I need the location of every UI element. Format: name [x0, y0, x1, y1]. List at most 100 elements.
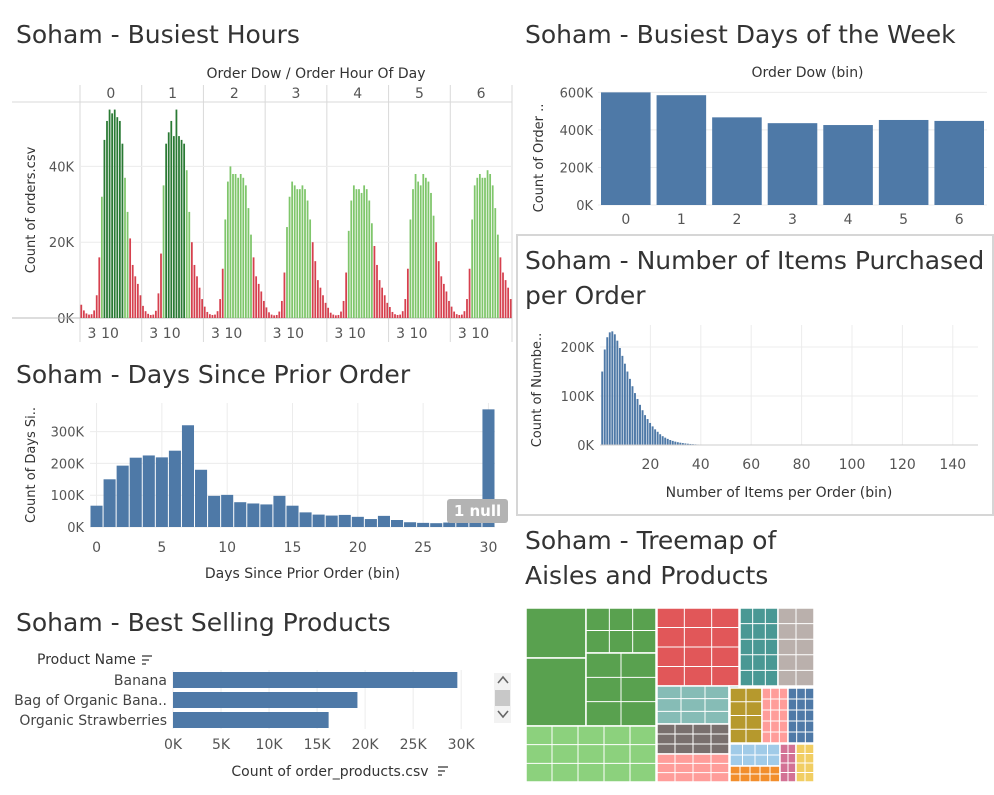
hour-bar [442, 283, 445, 318]
items-bar [628, 378, 631, 445]
hour-bar [337, 314, 340, 318]
x-tick-label: 5 [157, 540, 166, 556]
hour-bar [471, 219, 474, 318]
hour-bar [496, 234, 499, 318]
hour-bar [270, 314, 273, 318]
x-axis-title: Days Since Prior Order (bin) [205, 566, 400, 582]
hour-bar [453, 311, 456, 318]
hour-bar [113, 109, 116, 318]
hour-bar [445, 291, 448, 318]
hour-bar [98, 257, 101, 318]
hour-bar [121, 143, 124, 318]
items-bar [639, 404, 641, 445]
hour-bar [388, 307, 391, 318]
hour-bar [144, 311, 147, 318]
title-items-per-order-line2: per Order [525, 281, 646, 310]
days-bar [129, 457, 142, 527]
x-tick-label: 120 [889, 457, 916, 473]
hour-bar [106, 120, 108, 319]
items-bar [646, 419, 649, 445]
hour-bar [358, 189, 360, 318]
hour-bar [265, 307, 268, 318]
hour-bar [422, 174, 425, 318]
days-bar [90, 505, 103, 527]
hour-bar [394, 314, 396, 318]
aisles-products-treemap[interactable] [526, 608, 814, 782]
y-tick-label: 0K [577, 439, 594, 454]
days-since-prior-chart[interactable]: 0K 100K 200K 300K 0 5 10 15 20 25 30 Days Since Pri… [0, 395, 515, 595]
hour-tick-label: 10 [163, 326, 181, 342]
day-bar [934, 120, 984, 205]
days-bar [404, 522, 417, 527]
product-bar [173, 672, 458, 688]
hour-bar [365, 189, 368, 318]
items-bar [644, 415, 647, 445]
hour-bar [468, 268, 471, 318]
product-bar [173, 712, 329, 728]
x-tick-label: 3 [788, 212, 797, 228]
hour-bar [291, 181, 294, 318]
hour-bar [499, 257, 502, 318]
hour-bar [406, 268, 409, 318]
hour-bar [466, 299, 468, 318]
scroll-up-icon [497, 675, 509, 684]
hour-bar [103, 139, 106, 318]
hour-bar [486, 170, 489, 318]
title-busiest-hours: Soham - Busiest Hours [16, 20, 300, 49]
hour-bar [82, 310, 85, 318]
hour-bar [383, 295, 386, 318]
scroll-down-icon [497, 710, 509, 719]
hour-bar [460, 314, 463, 318]
hour-tick-label: 10 [410, 326, 428, 342]
hour-bar [430, 192, 432, 318]
facet-label: 3 [292, 86, 301, 102]
x-tick-label: 4 [844, 212, 853, 228]
hour-bar [229, 166, 232, 318]
x-tick-label: 80 [793, 457, 811, 473]
x-tick-label: 10 [218, 540, 236, 556]
hour-bar [268, 312, 270, 318]
x-tick-label: 20 [349, 540, 367, 556]
days-bar [221, 494, 234, 527]
items-per-order-chart[interactable]: 0K 100K 200K 20 40 60 80 100 120 140 Number of Ite… [518, 315, 992, 513]
hour-bar [334, 315, 337, 318]
hour-bar [419, 185, 422, 318]
x-tick-label: 10K [256, 737, 284, 753]
hour-bar [273, 315, 276, 318]
x-tick-label: 30K [448, 737, 476, 753]
hour-bar [507, 287, 510, 318]
days-bar [234, 502, 247, 527]
hour-bar [142, 305, 144, 318]
treemap-tile [526, 725, 657, 782]
hour-bar [93, 310, 96, 318]
items-bar [676, 442, 679, 445]
busiest-days-chart[interactable]: Order Dow (bin) 0K 200K 400K 600K Count of Or… [515, 55, 994, 235]
best-selling-chart[interactable]: Product Name 0K 5K 10K 15K 20K 25K 30K Banana Bag… [0, 645, 515, 793]
items-bar [636, 398, 639, 445]
x-tick-label: 60 [742, 457, 760, 473]
days-bar [168, 450, 181, 527]
title-best-selling: Soham - Best Selling Products [16, 608, 391, 637]
busiest-hours-chart[interactable]: Order Dow / Order Hour Of Day 0 1 2 3 4 5 6 0K 20… [0, 55, 515, 345]
hour-tick-label: 3 [334, 326, 343, 342]
hour-bar [342, 300, 345, 318]
hour-bar [188, 211, 191, 318]
hour-bar [175, 109, 178, 318]
hour-bar [180, 139, 183, 318]
treemap-tile [526, 657, 587, 727]
hour-bar [134, 276, 137, 318]
hour-bar [412, 189, 414, 318]
x-tick-label: 15 [284, 540, 302, 556]
selected-sheet-border [516, 234, 994, 516]
hour-bar [129, 238, 132, 318]
hour-bar [404, 299, 407, 318]
hour-bar [381, 287, 384, 318]
hour-bar [111, 113, 114, 318]
hour-bar [494, 208, 497, 318]
facet-label: 2 [230, 86, 239, 102]
y-tick-label: 200K [561, 341, 595, 356]
days-bar [208, 495, 221, 527]
hour-bar [327, 307, 330, 318]
hour-bar [424, 177, 427, 318]
hour-bar [432, 215, 435, 318]
